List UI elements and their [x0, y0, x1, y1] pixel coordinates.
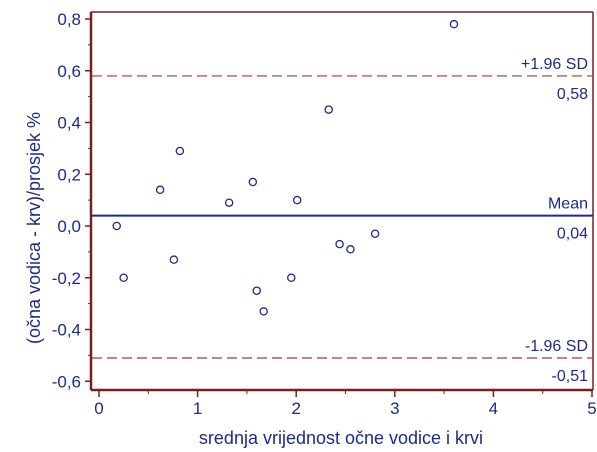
data-point [248, 177, 258, 187]
reference-line-label: -1.96 SD [525, 338, 588, 355]
data-point [324, 105, 333, 114]
reference-line-value: 0,04 [557, 226, 588, 243]
x-tick-label: 3 [390, 399, 399, 418]
y-tick-label: 0,2 [57, 165, 81, 184]
data-point [155, 185, 165, 195]
reference-lines: +1.96 SD 0,58 Mean 0,04 -1.96 SD -0,51 [92, 56, 593, 385]
y-tick-label: -0,2 [52, 269, 81, 288]
data-point [287, 273, 296, 282]
data-point [119, 273, 128, 282]
data-point [175, 146, 185, 156]
data-point [335, 239, 344, 249]
data-point [370, 229, 380, 239]
y-tick-label: -0,6 [52, 372, 81, 391]
data-point [259, 307, 268, 316]
x-tick-label: 1 [193, 399, 202, 418]
data-point [112, 221, 121, 231]
y-tick-label: -0,4 [52, 321, 81, 340]
reference-line-value: 0,58 [557, 86, 588, 103]
x-tick-label: 2 [291, 399, 300, 418]
reference-line-label: Mean [548, 196, 588, 213]
x-axis-title: srednja vrijednost očne vodice i krvi [199, 428, 483, 448]
y-tick-label: 0,8 [57, 10, 81, 29]
data-point [346, 245, 355, 254]
y-axis-ticks: -0,6 -0,4 -0,2 0,0 0,2 0,4 0,6 0,8 [52, 10, 91, 391]
data-point [292, 195, 302, 205]
y-tick-label: 0,4 [57, 114, 81, 133]
reference-line-value: -0,51 [552, 368, 589, 385]
y-axis-title: (očna vodica - krv)/prosjek % [24, 112, 44, 344]
data-point [449, 19, 459, 29]
data-point [169, 255, 179, 264]
data-points [112, 19, 459, 316]
plot-frame [89, 11, 594, 392]
data-point [252, 286, 262, 295]
x-tick-label: 4 [489, 399, 498, 418]
x-tick-label: 0 [94, 399, 103, 418]
x-axis-ticks: 0 1 2 3 4 5 [94, 390, 597, 418]
y-tick-label: 0,0 [57, 217, 81, 236]
y-tick-label: 0,6 [57, 62, 81, 81]
x-tick-label: 5 [587, 399, 596, 418]
reference-line-label: +1.96 SD [521, 56, 588, 73]
data-point [224, 198, 234, 207]
